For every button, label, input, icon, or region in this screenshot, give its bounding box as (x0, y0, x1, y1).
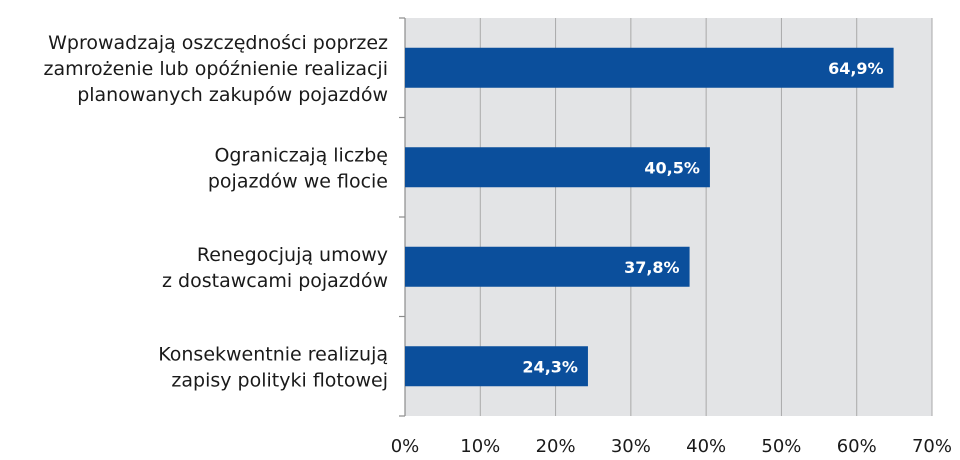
x-tick-label: 50% (761, 436, 801, 457)
category-labels: Wprowadzają oszczędności poprzez zamrożen… (43, 32, 388, 392)
category-label: Wprowadzają oszczędności poprzez zamrożen… (43, 32, 388, 106)
x-tick-label: 10% (460, 436, 500, 457)
x-axis-tick-labels: 0% 10% 20% 30% 40% 50% 60% 70% (391, 436, 952, 457)
bar-value-label: 40,5% (644, 158, 700, 177)
y-axis (399, 17, 406, 417)
value-labels: 64,9% 40,5% 37,8% 24,3% (522, 59, 883, 377)
category-label: Renegocjują umowy z dostawcami pojazdów (162, 244, 388, 292)
x-tick-label: 70% (912, 436, 952, 457)
category-label: Konsekwentnie realizują zapisy polityki f… (158, 343, 388, 391)
bar (405, 346, 588, 387)
x-tick-label: 40% (686, 436, 726, 457)
bars (405, 47, 894, 387)
bar-value-label: 64,9% (828, 59, 884, 78)
bar (405, 147, 710, 188)
x-tick-label: 20% (536, 436, 576, 457)
bar-value-label: 37,8% (624, 258, 680, 277)
x-tick-label: 60% (837, 436, 877, 457)
bar (405, 47, 894, 88)
x-tick-label: 30% (611, 436, 651, 457)
bar-value-label: 24,3% (522, 357, 578, 376)
category-label: Ograniczają liczbę pojazdów we flocie (208, 144, 388, 192)
bar (405, 246, 690, 287)
x-tick-label: 0% (391, 436, 420, 457)
